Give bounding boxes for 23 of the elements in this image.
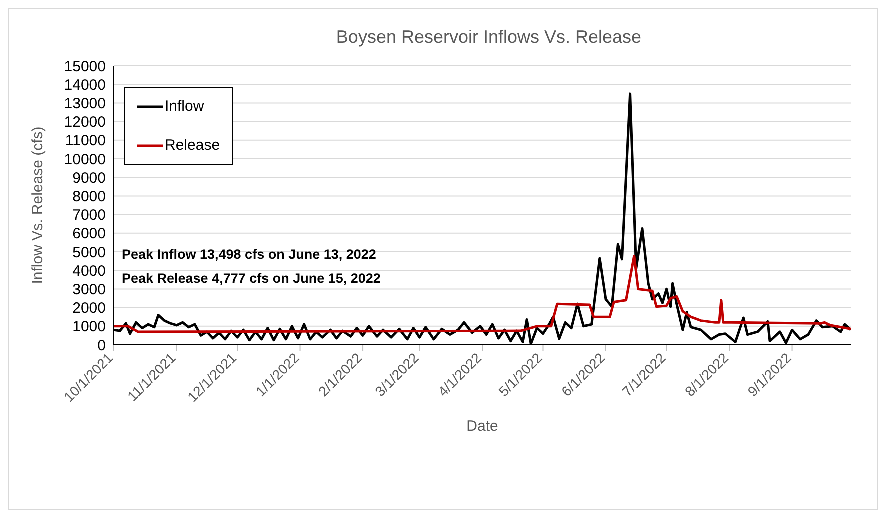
y-tick-label: 0 [98, 337, 106, 354]
y-axis-title: Inflow Vs. Release (cfs) [29, 126, 46, 284]
annotation: Peak Inflow 13,498 cfs on June 13, 2022 [122, 247, 376, 262]
y-tick-label: 2000 [72, 300, 106, 318]
y-tick-label: 14000 [64, 76, 106, 94]
y-tick-label: 7000 [72, 207, 106, 224]
y-tick-label: 12000 [64, 114, 106, 132]
x-axis-title: Date [466, 418, 498, 435]
legend-label: Release [165, 137, 220, 154]
legend-label: Inflow [165, 98, 204, 115]
y-tick-label: 4000 [72, 262, 106, 280]
chart-title: Boysen Reservoir Inflows Vs. Release [335, 27, 643, 48]
y-tick-label: 8000 [72, 188, 106, 206]
y-tick-label: 11000 [65, 132, 106, 150]
y-tick-label: 3000 [72, 282, 106, 299]
y-tick-label: 5000 [72, 244, 106, 262]
y-tick-label: 6000 [72, 226, 106, 243]
y-tick-label: 10000 [64, 151, 106, 168]
y-tick-label: 9000 [72, 170, 106, 187]
y-tick-label: 13000 [64, 96, 106, 113]
y-tick-label: 15000 [64, 58, 106, 76]
annotation: Peak Release 4,777 cfs on June 15, 2022 [122, 271, 381, 286]
y-tick-label: 1000 [72, 318, 106, 336]
